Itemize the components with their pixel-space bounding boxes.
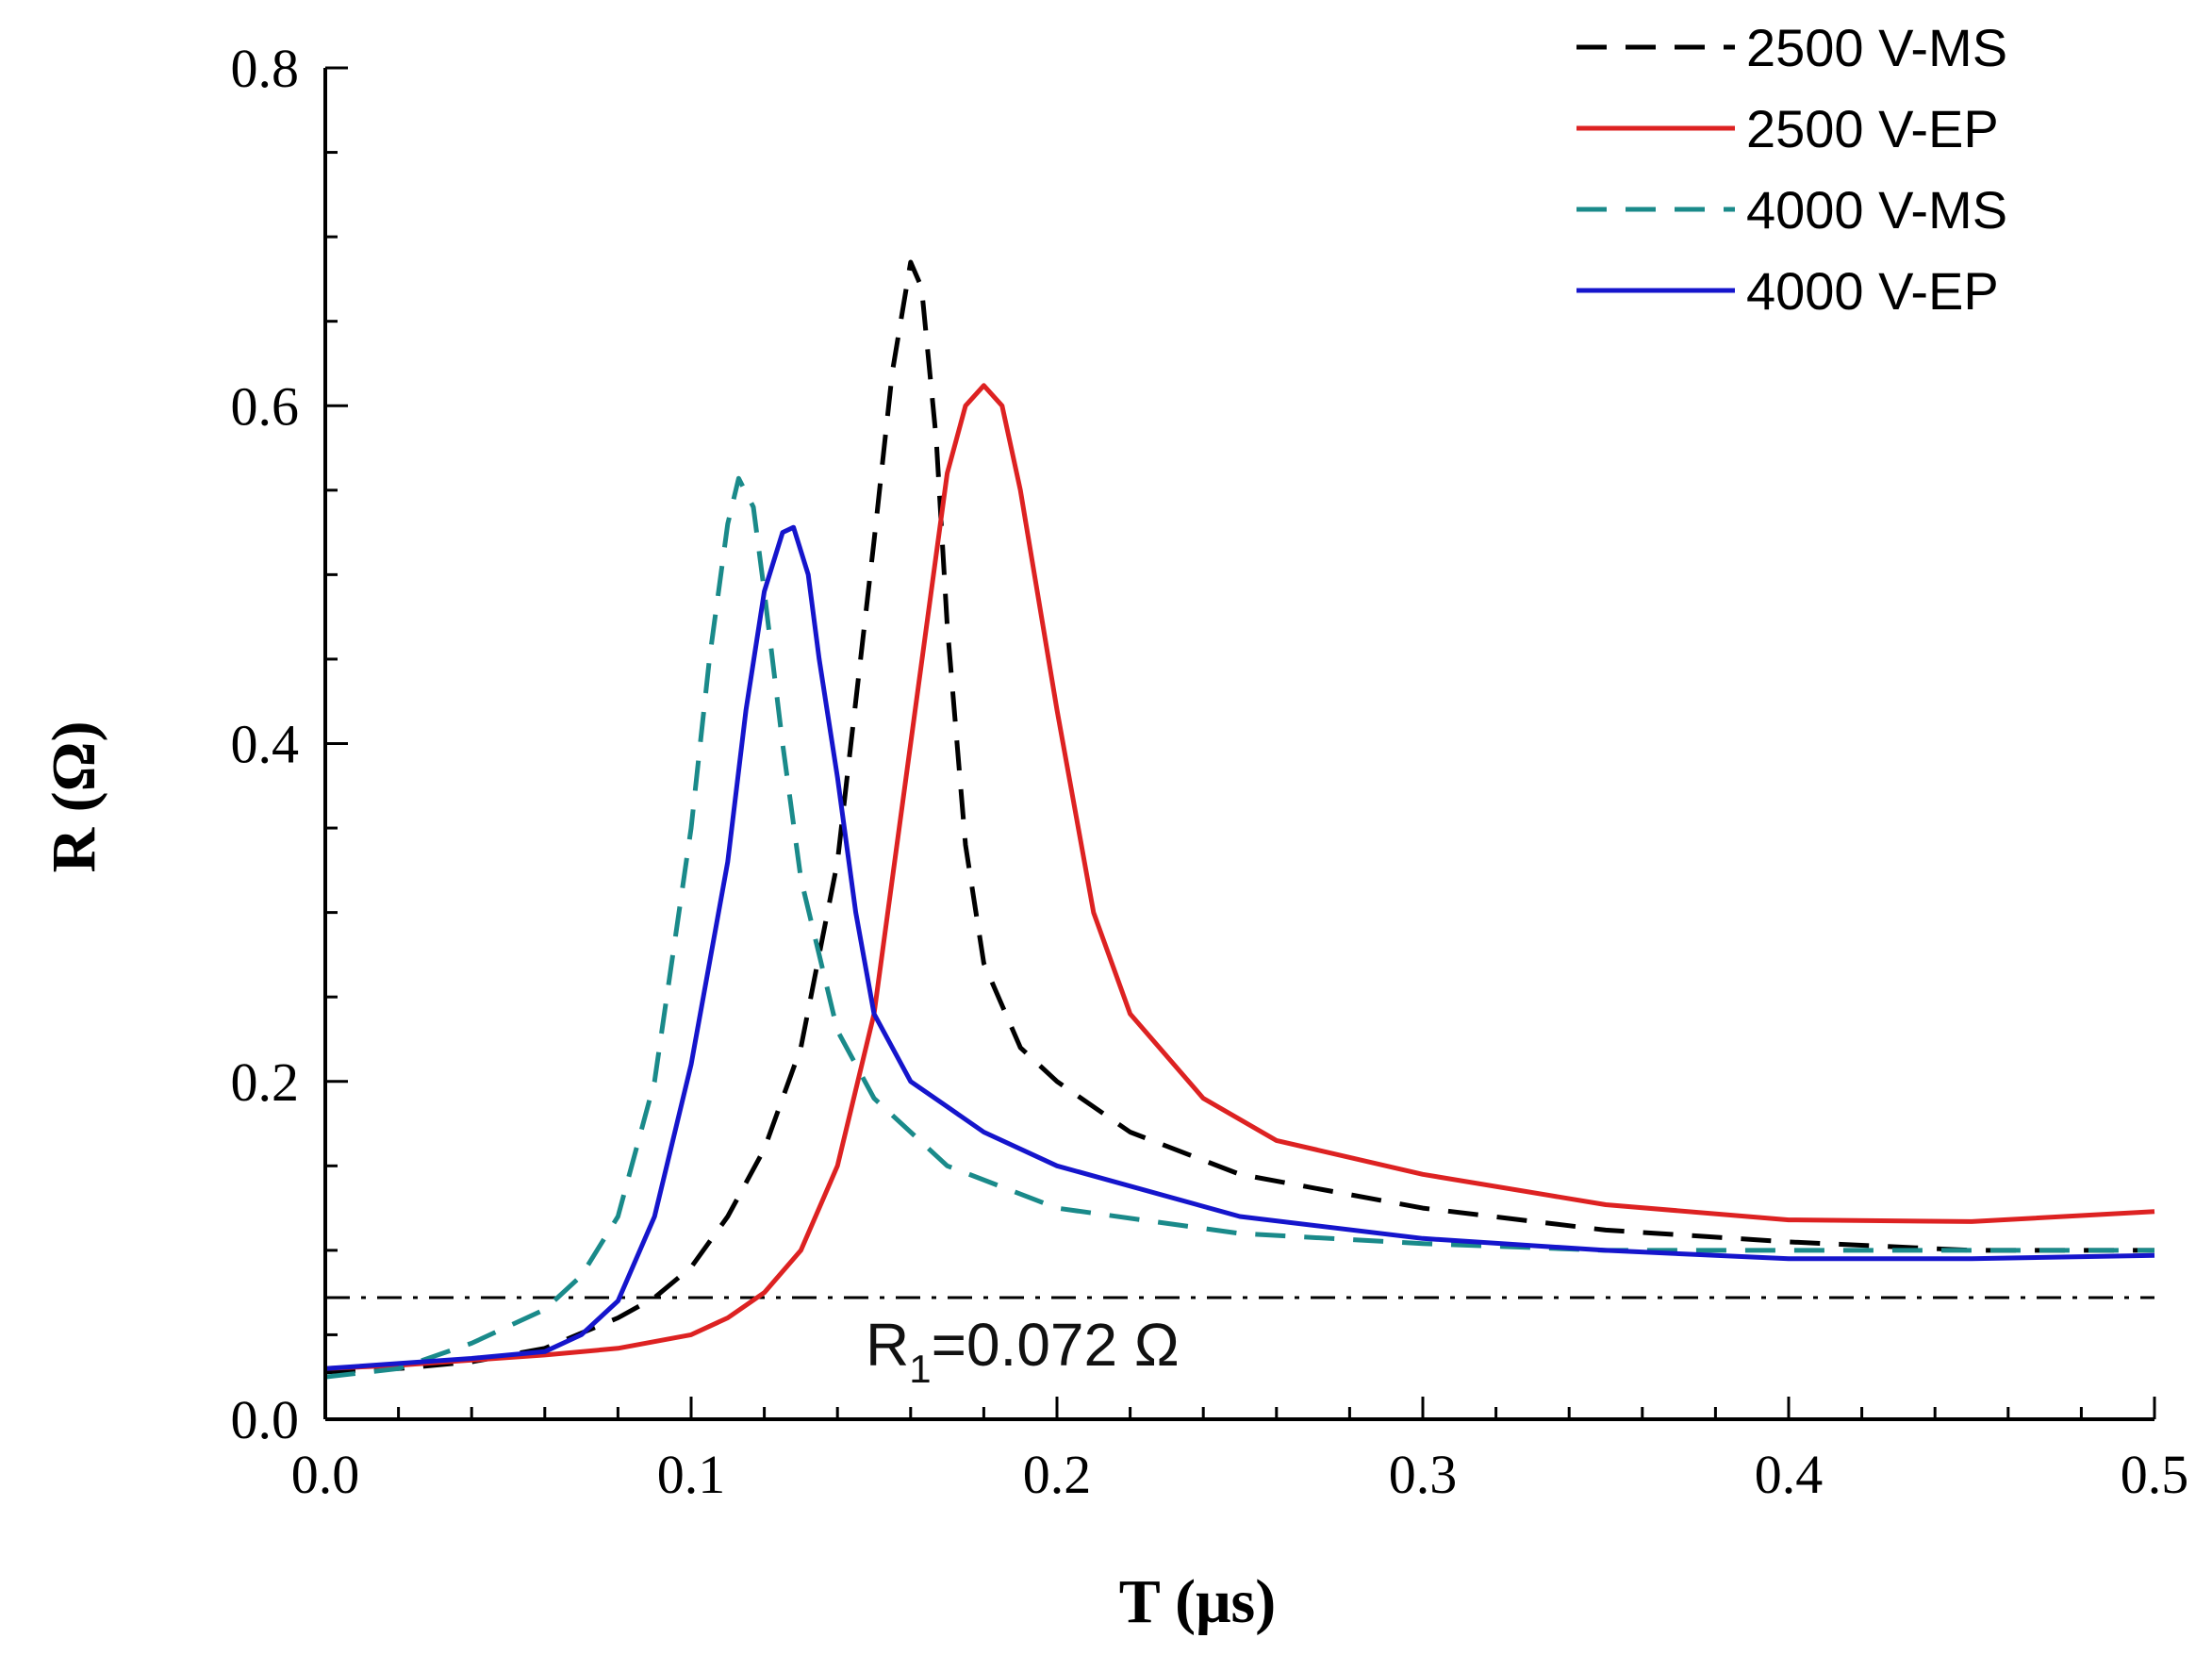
y-tick-label: 0.6 xyxy=(231,375,300,437)
annotation-prefix: R xyxy=(866,1311,909,1379)
legend-label: 2500 V-MS xyxy=(1746,18,2007,77)
series-group xyxy=(324,259,2155,1380)
y-tick-label: 0.4 xyxy=(231,714,300,775)
legend-label: 4000 V-MS xyxy=(1746,180,2007,240)
ticks-group: 0.0 0.1 0.2 0.3 0.4 0.5 0.0 0.2 0.4 0.6 0.8 xyxy=(231,38,2189,1505)
y-tick-label: 0.8 xyxy=(231,38,300,99)
x-tick-label: 0.1 xyxy=(657,1444,726,1505)
legend-label: 2500 V-EP xyxy=(1746,99,1999,158)
series-line-4000-v-ep xyxy=(324,524,2155,1371)
x-tick-label: 0.2 xyxy=(1023,1444,1092,1505)
y-tick-label: 0.0 xyxy=(231,1389,300,1450)
series-line-2500-v-ms xyxy=(324,259,2154,1375)
x-tick-label: 0.5 xyxy=(2121,1444,2189,1505)
x-tick-label: 0.3 xyxy=(1389,1444,1458,1505)
legend: 2500 V-MS 2500 V-EP 4000 V-MS 4000 V-EP xyxy=(1576,18,2007,321)
series-line-2500-v-ep xyxy=(324,383,2155,1371)
x-tick-label: 0.0 xyxy=(291,1444,360,1505)
series-line-4000-v-ms xyxy=(324,475,2154,1380)
x-axis-title: T (μs) xyxy=(1119,1567,1276,1636)
y-axis-title: R (Ω) xyxy=(40,721,108,873)
annotation-subscript: 1 xyxy=(909,1347,931,1391)
y-axis-title-text: R (Ω) xyxy=(40,721,108,873)
annotation-suffix: =0.072 Ω xyxy=(932,1311,1180,1379)
x-tick-label: 0.4 xyxy=(1755,1444,1824,1505)
legend-label: 4000 V-EP xyxy=(1746,261,1999,321)
y-tick-label: 0.2 xyxy=(231,1051,300,1113)
reference-annotation: R1=0.072 Ω xyxy=(866,1311,1180,1391)
